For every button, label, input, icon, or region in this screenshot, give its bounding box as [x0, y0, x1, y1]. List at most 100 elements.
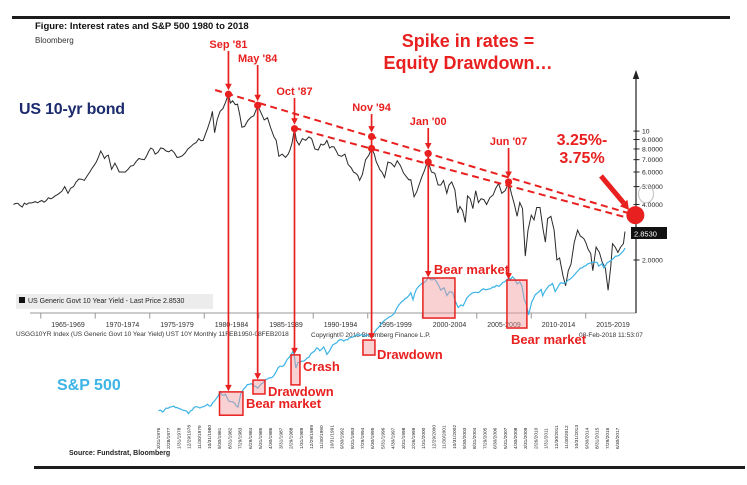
- sp500-date-label: 1/31/1978: [176, 427, 182, 449]
- event-label: Drawdown: [377, 347, 443, 362]
- y-axis-tick-label: 6.0000: [642, 169, 663, 176]
- trendline-dot: [424, 149, 432, 158]
- arrowhead-icon: [368, 126, 375, 133]
- event-label: Bear market: [511, 332, 587, 347]
- annotation-oct-87: Oct '87 Crash: [276, 86, 339, 374]
- last-price-tag: 2.8530: [631, 227, 667, 239]
- arrowhead-icon: [225, 384, 232, 392]
- source-label: Source: Fundstrat, Bloomberg: [69, 450, 171, 457]
- sp500-date-label: 3/31/1987: [278, 427, 284, 449]
- top-rule: [12, 16, 730, 19]
- y-axis-tick-label: 10: [642, 128, 650, 135]
- trendline-lower: [294, 126, 636, 221]
- y-axis-tick-label: 4.0000: [642, 202, 663, 209]
- sp500-date-label: 6/30/1995: [370, 427, 376, 449]
- annotation-nov-94: Nov '94 Drawdown: [352, 102, 443, 362]
- legend: US Generic Govt 10 Year Yield - Last Pri…: [16, 294, 213, 309]
- y-axis: 10 9.0000 8.0000 7.0000 6.0000 5.0000 4.0000 2.…: [632, 70, 663, 313]
- trendline-dot: [367, 132, 376, 141]
- sp500-date-label: 5/31/2007: [503, 427, 509, 449]
- x-axis-period-label: 2015-2019: [596, 322, 630, 329]
- sp500-date-label: 2/29/1988: [289, 427, 295, 449]
- bloomberg-label: Bloomberg: [35, 36, 74, 45]
- x-axis-period-label: 1975-1979: [160, 322, 194, 329]
- spike-annotation-line1: Spike in rates =: [401, 31, 535, 51]
- event-label: Bear market: [434, 262, 510, 277]
- sp500-date-label: 4/30/1986: [268, 427, 274, 449]
- annotation-may-84: May '84 Drawdown: [238, 53, 334, 399]
- bond-yield-line: [13, 92, 626, 291]
- x-axis-period-label: 1965-1969: [51, 322, 85, 329]
- y-axis-tick-label: 2.0000: [642, 257, 663, 264]
- sp500-date-label: 4/30/1997: [391, 427, 397, 449]
- sp500-date-label: 5/31/1996: [380, 427, 386, 449]
- rate-target-line2: 3.75%: [559, 150, 605, 167]
- arrowhead-icon: [424, 142, 432, 150]
- drawdown-box: [506, 279, 528, 329]
- ticker-meta: USGG10YR Index (US Generic Govt 10 Year …: [16, 331, 289, 338]
- x-axis-period-label: 2010-2014: [542, 322, 576, 329]
- sp500-date-label: 5/31/1985: [258, 427, 264, 449]
- sp500-date-label: 7/29/1994: [360, 427, 366, 449]
- drawdown-boxes: [218, 277, 528, 416]
- sp500-date-label: 11/30/1979: [197, 425, 203, 449]
- sp500-date-label: 9/30/1992: [340, 427, 346, 449]
- sp500-date-label: 6/30/2017: [615, 427, 621, 449]
- drawdown-box: [290, 354, 301, 386]
- sp500-date-label: 2/26/1999: [411, 427, 417, 449]
- annotation-date-label: Jan '00: [410, 116, 447, 128]
- sp500-date-label: 8/31/2004: [472, 427, 478, 449]
- sp500-date-label: 2/26/2010: [533, 427, 539, 449]
- x-axis-period-label: 2005-2009: [487, 322, 521, 329]
- sp500-date-label: 10/31/1991: [329, 425, 335, 449]
- event-label: Drawdown: [268, 384, 334, 399]
- trendline-dot: [424, 158, 432, 166]
- trendline-dot: [224, 90, 233, 98]
- spike-annotation-line2: Equity Drawdown…: [383, 53, 553, 73]
- y-axis-tick-label: 7.0000: [642, 157, 663, 164]
- bond-series-label: US 10-yr bond: [19, 101, 125, 118]
- annotation-date-label: Sep '81: [209, 39, 247, 51]
- legend-text: US Generic Govt 10 Year Yield - Last Pri…: [28, 298, 185, 305]
- arrowhead-icon: [505, 273, 512, 280]
- projection-dot: [626, 206, 645, 225]
- y-axis-tick-label: 8.0000: [642, 146, 663, 153]
- sp500-date-label: 1/31/2000: [421, 427, 427, 449]
- rate-target-line1: 3.25%-: [556, 132, 608, 149]
- trendline-dot: [290, 125, 299, 133]
- bottom-rule: [34, 466, 745, 469]
- sp500-date-label: 12/29/1978: [187, 425, 193, 449]
- x-axis-period-label: 2000-2004: [433, 322, 467, 329]
- sp500-series-label: S&P 500: [57, 377, 121, 394]
- drawdown-box: [362, 339, 376, 356]
- trendline-dot: [254, 101, 262, 109]
- sp500-date-label: 3/31/1998: [401, 427, 407, 449]
- circle-marker-icon: [637, 184, 655, 204]
- sp500-date-label: 9/30/1981: [217, 427, 223, 449]
- x-axis-period-label: 1985-1989: [269, 322, 303, 329]
- arrowhead-icon: [619, 199, 629, 210]
- page-title: Figure: Interest rates and S&P 500 1980 …: [35, 21, 249, 32]
- sp500-date-label: 12/29/1989: [309, 425, 315, 449]
- x-axis-period-label: 1980-1984: [215, 322, 249, 329]
- x-axis-period-label: 1990-1994: [324, 322, 358, 329]
- legend-swatch-icon: [19, 297, 25, 303]
- trendline-dot: [367, 144, 376, 153]
- axis-arrow-icon: [632, 70, 640, 79]
- sp500-date-label: 12/30/2011: [554, 425, 560, 449]
- sp500-date-label: 1/31/2011: [544, 428, 550, 449]
- arrowhead-icon: [254, 94, 261, 102]
- sp500-date-label: 12/29/2000: [431, 425, 437, 449]
- last-price-value: 2.8530: [634, 229, 657, 238]
- y-axis-tick-label: 9.0000: [642, 137, 663, 144]
- sp500-date-label: 2/28/1977: [166, 427, 172, 449]
- sp500-date-label: 11/30/1990: [319, 425, 325, 449]
- x-axis: 1965-1969 1970-1974 1975-1979 1980-1984 1985…: [30, 312, 636, 329]
- x-axis-period-label: 1995-1999: [378, 322, 412, 329]
- sp500-date-label: 8/31/2015: [595, 427, 601, 449]
- sp500-date-label: 10/31/2013: [574, 425, 580, 449]
- spike-annotation: Spike in rates = Equity Drawdown…: [368, 30, 568, 74]
- sp500-date-label: 6/30/2006: [493, 427, 499, 449]
- arrowhead-icon: [225, 83, 232, 91]
